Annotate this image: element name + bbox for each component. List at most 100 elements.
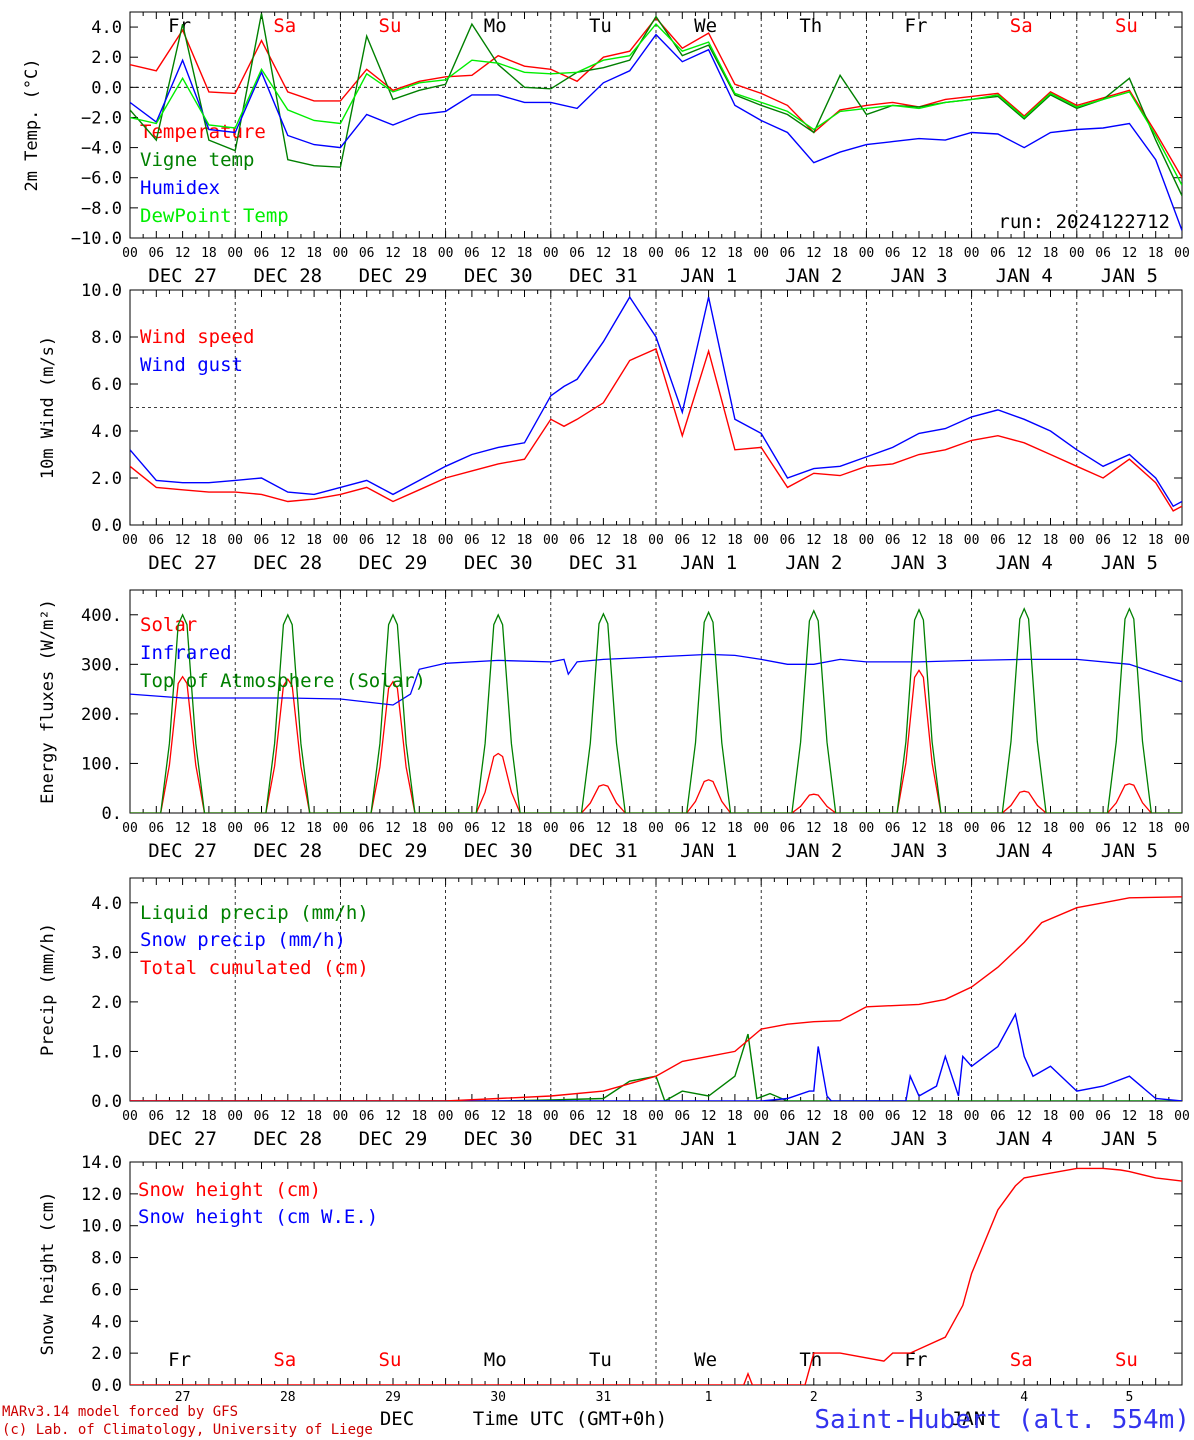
series-line-humidex <box>130 33 1182 231</box>
weekday-label: Su <box>379 15 402 37</box>
weekday-label: Fr <box>168 15 191 37</box>
plot-frame <box>129 589 1183 814</box>
hour-tick-label: 18 <box>1148 821 1164 836</box>
date-label: JAN 5 <box>1101 1128 1158 1150</box>
hour-tick-label: 06 <box>780 821 796 836</box>
y-tick-label: 100. <box>81 754 122 774</box>
hour-tick-label: 12 <box>280 1109 296 1124</box>
date-label: DEC 31 <box>569 552 638 574</box>
hour-tick-label: 00 <box>438 533 454 548</box>
date-label: JAN 2 <box>785 840 842 862</box>
y-tick-label: 8.0 <box>91 328 122 348</box>
y-tick-label: 400. <box>81 606 122 626</box>
hour-tick-label: 06 <box>780 246 796 261</box>
hour-tick-label: 06 <box>359 246 375 261</box>
y-axis-label: Energy fluxes (W/m²) <box>38 599 58 804</box>
panel-3: 400. 300. 200. 100. 0. Energy fluxes (W/m²) 00… <box>38 589 1190 862</box>
hour-tick-label: 18 <box>201 246 217 261</box>
hour-tick-label: 00 <box>1174 1109 1190 1124</box>
legend-entry: Snow precip (mm/h) <box>140 929 346 951</box>
day-number-label: 4 <box>1020 1390 1028 1405</box>
y-tick-label: 0. <box>102 804 122 824</box>
date-label: DEC 31 <box>569 265 638 287</box>
hour-tick-label: 00 <box>1174 246 1190 261</box>
y-tick-label: 10.0 <box>81 1217 122 1237</box>
hour-tick-label: 18 <box>622 246 638 261</box>
y-tick-label: 2.0 <box>91 993 122 1013</box>
legend-entry: Wind speed <box>140 326 254 348</box>
date-label: JAN 1 <box>680 1128 737 1150</box>
hour-tick-label: 00 <box>227 821 243 836</box>
hour-tick-label: 18 <box>306 1109 322 1124</box>
hour-tick-label: 06 <box>254 533 270 548</box>
hour-tick-label: 00 <box>227 533 243 548</box>
weekday-label: Fr <box>905 15 928 37</box>
hour-tick-label: 12 <box>385 246 401 261</box>
hour-tick-label: 12 <box>911 246 927 261</box>
y-tick-label: 4.0 <box>91 894 122 914</box>
weekday-label: Tu <box>589 15 612 37</box>
hour-tick-label: 00 <box>227 1109 243 1124</box>
hour-tick-label: 18 <box>622 821 638 836</box>
series-line-temperature <box>130 16 1182 179</box>
hour-tick-label: 00 <box>438 1109 454 1124</box>
hour-tick-label: 12 <box>596 533 612 548</box>
hour-tick-label: 00 <box>1174 821 1190 836</box>
hour-tick-label: 06 <box>569 1109 585 1124</box>
legend-entry: Snow height (cm W.E.) <box>138 1206 378 1228</box>
hour-tick-label: 12 <box>911 1109 927 1124</box>
date-label: JAN 5 <box>1101 552 1158 574</box>
series-line-solar <box>130 669 1182 813</box>
hour-tick-label: 00 <box>543 1109 559 1124</box>
hour-tick-label: 06 <box>674 246 690 261</box>
day-number-label: 27 <box>175 1390 191 1405</box>
date-label: DEC 27 <box>148 840 217 862</box>
y-tick-label: 0.0 <box>91 516 122 536</box>
series-line-liquid-precip-mm-h- <box>130 1033 1182 1101</box>
hour-tick-label: 12 <box>701 821 717 836</box>
series-line-snow-height-cm- <box>130 1167 1182 1385</box>
hour-tick-label: 00 <box>122 1109 138 1124</box>
series-line-infrared <box>130 653 1182 706</box>
hour-tick-label: 12 <box>806 821 822 836</box>
date-label: DEC 30 <box>464 840 533 862</box>
weekday-label: Mo <box>484 15 507 37</box>
hour-tick-label: 12 <box>175 1109 191 1124</box>
weekday-label: We <box>694 1349 717 1371</box>
y-tick-label: 0.0 <box>91 1376 122 1396</box>
hour-tick-label: 06 <box>359 1109 375 1124</box>
y-tick-label: 12.0 <box>81 1185 122 1205</box>
series-line-wind-speed <box>130 347 1182 512</box>
hour-tick-label: 06 <box>990 246 1006 261</box>
hour-tick-label: 06 <box>569 533 585 548</box>
hour-tick-label: 18 <box>727 821 743 836</box>
day-number-label: 3 <box>915 1390 923 1405</box>
legend-entry: Wind gust <box>140 354 243 376</box>
station-label: Saint-Hubert (alt. 554m) <box>814 1405 1190 1435</box>
y-tick-label: 8.0 <box>91 1249 122 1269</box>
panel-5: 14.0 12.0 10.0 8.0 6.0 4.0 2.0 0.0 Snow height (… <box>38 1153 1183 1405</box>
hour-tick-label: 18 <box>517 821 533 836</box>
hour-tick-label: 18 <box>832 533 848 548</box>
hour-tick-label: 06 <box>1095 533 1111 548</box>
day-number-label: 31 <box>596 1390 612 1405</box>
hour-tick-label: 06 <box>1095 1109 1111 1124</box>
date-label: DEC 31 <box>569 840 638 862</box>
weekday-label: Mo <box>484 1349 507 1371</box>
date-label: JAN 2 <box>785 265 842 287</box>
hour-tick-label: 00 <box>543 533 559 548</box>
hour-tick-label: 12 <box>596 246 612 261</box>
hour-tick-label: 12 <box>1016 246 1032 261</box>
legend-entry: Humidex <box>140 177 220 199</box>
date-label: JAN 1 <box>680 265 737 287</box>
hour-tick-label: 12 <box>1016 821 1032 836</box>
hour-tick-label: 00 <box>333 533 349 548</box>
hour-tick-label: 12 <box>1122 1109 1138 1124</box>
hour-tick-label: 00 <box>964 1109 980 1124</box>
y-tick-label: 2.0 <box>91 469 122 489</box>
y-tick-label: 3.0 <box>91 943 122 963</box>
hour-tick-label: 18 <box>306 821 322 836</box>
hour-tick-label: 00 <box>227 246 243 261</box>
y-tick-label: 10.0 <box>81 281 122 301</box>
date-label: DEC 29 <box>359 552 428 574</box>
